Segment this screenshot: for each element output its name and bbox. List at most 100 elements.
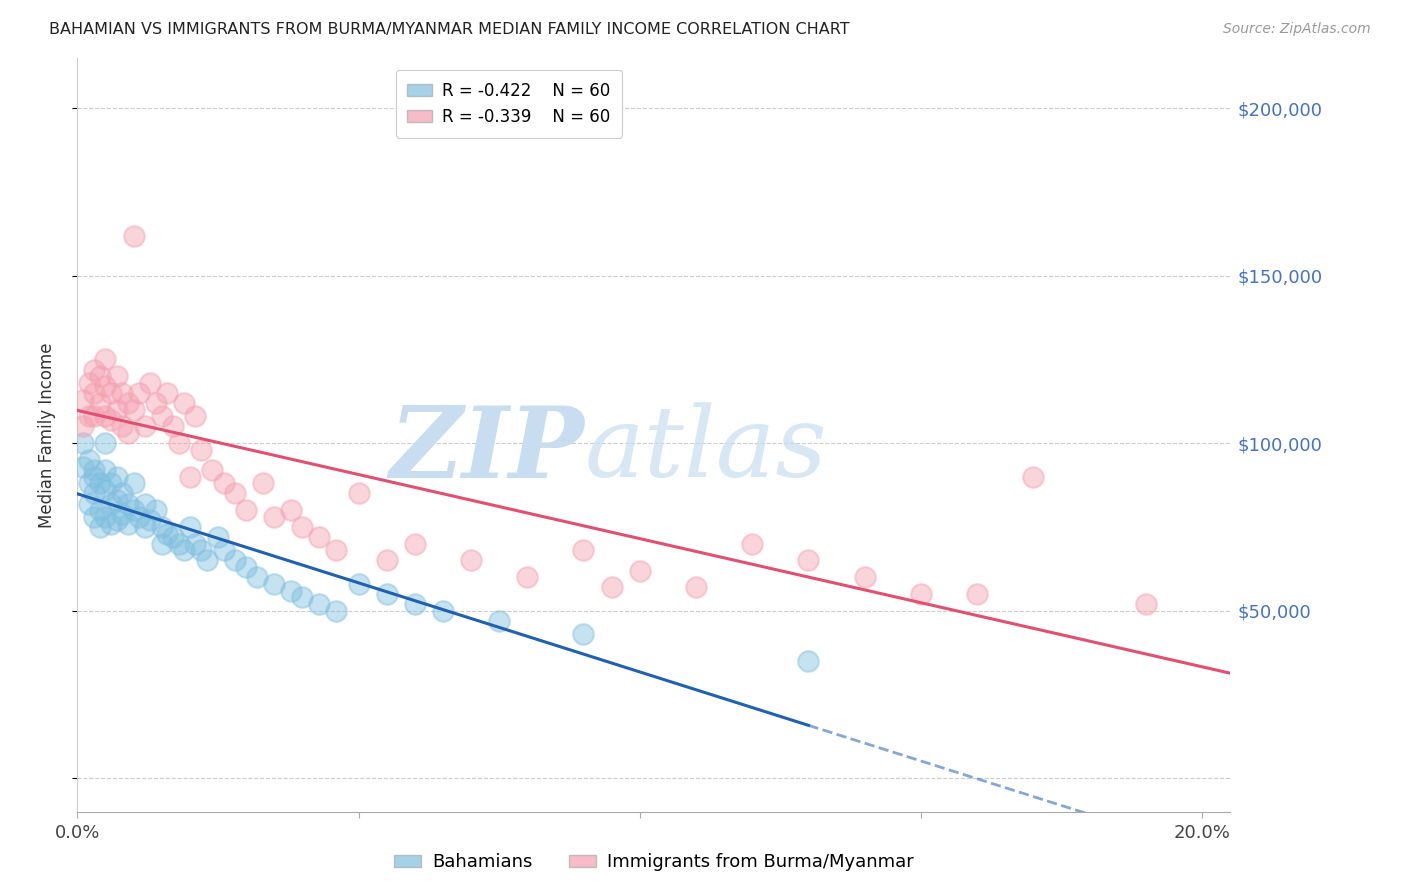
Y-axis label: Median Family Income: Median Family Income: [38, 343, 56, 527]
Point: [156, 386, 179, 401]
Point: [224, 553, 246, 567]
Point: [628, 564, 651, 578]
Point: [134, 520, 156, 534]
Point: [167, 537, 190, 551]
Point: [179, 469, 201, 483]
Point: [179, 520, 201, 534]
Point: [347, 577, 370, 591]
Point: [162, 530, 184, 544]
Point: [263, 577, 285, 591]
Text: BAHAMIAN VS IMMIGRANTS FROM BURMA/MYANMAR MEDIAN FAMILY INCOME CORRELATION CHART: BAHAMIAN VS IMMIGRANTS FROM BURMA/MYANMA…: [49, 22, 849, 37]
Point: [207, 530, 229, 544]
Point: [94, 510, 117, 524]
Point: [173, 543, 195, 558]
Point: [600, 580, 623, 594]
Point: [77, 453, 100, 467]
Point: [89, 476, 111, 491]
Point: [134, 496, 156, 510]
Point: [72, 392, 94, 407]
Point: [77, 409, 100, 424]
Point: [128, 386, 150, 401]
Point: [122, 476, 145, 491]
Point: [263, 510, 285, 524]
Point: [105, 493, 128, 508]
Point: [111, 507, 134, 521]
Point: [77, 496, 100, 510]
Point: [122, 503, 145, 517]
Point: [105, 402, 128, 417]
Text: ZIP: ZIP: [389, 401, 585, 498]
Point: [195, 553, 218, 567]
Text: atlas: atlas: [585, 402, 827, 498]
Point: [291, 591, 314, 605]
Point: [105, 369, 128, 384]
Point: [111, 486, 134, 500]
Point: [77, 376, 100, 390]
Point: [797, 553, 820, 567]
Point: [404, 597, 426, 611]
Point: [145, 396, 167, 410]
Point: [797, 654, 820, 668]
Point: [432, 604, 454, 618]
Point: [128, 510, 150, 524]
Point: [156, 526, 179, 541]
Point: [167, 436, 190, 450]
Point: [122, 228, 145, 243]
Point: [72, 436, 94, 450]
Point: [94, 379, 117, 393]
Point: [94, 409, 117, 424]
Point: [89, 369, 111, 384]
Point: [212, 543, 235, 558]
Point: [325, 604, 347, 618]
Point: [685, 580, 707, 594]
Point: [139, 513, 162, 527]
Point: [100, 476, 122, 491]
Point: [184, 409, 207, 424]
Point: [1135, 597, 1157, 611]
Legend: Bahamians, Immigrants from Burma/Myanmar: Bahamians, Immigrants from Burma/Myanmar: [387, 847, 921, 879]
Point: [89, 396, 111, 410]
Point: [139, 376, 162, 390]
Text: Source: ZipAtlas.com: Source: ZipAtlas.com: [1223, 22, 1371, 37]
Point: [375, 553, 398, 567]
Point: [94, 463, 117, 477]
Point: [246, 570, 269, 584]
Point: [190, 442, 212, 457]
Point: [488, 614, 510, 628]
Point: [201, 463, 224, 477]
Point: [83, 463, 105, 477]
Point: [224, 486, 246, 500]
Point: [83, 409, 105, 424]
Point: [853, 570, 876, 584]
Point: [105, 469, 128, 483]
Point: [910, 587, 932, 601]
Point: [77, 476, 100, 491]
Point: [72, 419, 94, 434]
Point: [325, 543, 347, 558]
Point: [460, 553, 482, 567]
Point: [83, 486, 105, 500]
Point: [280, 503, 302, 517]
Point: [100, 516, 122, 531]
Legend: R = -0.422    N = 60, R = -0.339    N = 60: R = -0.422 N = 60, R = -0.339 N = 60: [396, 70, 623, 137]
Point: [162, 419, 184, 434]
Point: [100, 413, 122, 427]
Point: [291, 520, 314, 534]
Point: [94, 436, 117, 450]
Point: [150, 537, 173, 551]
Point: [1022, 469, 1045, 483]
Point: [404, 537, 426, 551]
Point: [308, 530, 330, 544]
Point: [184, 537, 207, 551]
Point: [190, 543, 212, 558]
Point: [235, 503, 257, 517]
Point: [100, 386, 122, 401]
Point: [117, 426, 139, 441]
Point: [741, 537, 763, 551]
Point: [117, 496, 139, 510]
Point: [72, 459, 94, 474]
Point: [134, 419, 156, 434]
Point: [516, 570, 538, 584]
Point: [572, 543, 595, 558]
Point: [89, 503, 111, 517]
